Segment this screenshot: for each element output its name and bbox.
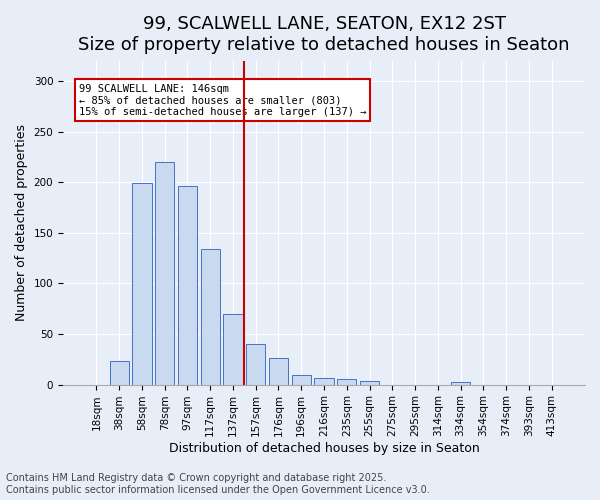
Y-axis label: Number of detached properties: Number of detached properties <box>15 124 28 322</box>
Bar <box>132 184 152 384</box>
Bar <box>223 314 242 384</box>
Bar <box>178 186 197 384</box>
Text: Contains HM Land Registry data © Crown copyright and database right 2025.
Contai: Contains HM Land Registry data © Crown c… <box>6 474 430 495</box>
Bar <box>200 249 220 384</box>
Bar <box>292 376 311 384</box>
Title: 99, SCALWELL LANE, SEATON, EX12 2ST
Size of property relative to detached houses: 99, SCALWELL LANE, SEATON, EX12 2ST Size… <box>78 15 570 54</box>
Bar <box>451 382 470 384</box>
Bar <box>269 358 288 384</box>
Bar <box>360 380 379 384</box>
Bar <box>155 162 175 384</box>
Bar <box>246 344 265 385</box>
Bar <box>110 362 129 384</box>
Bar <box>314 378 334 384</box>
X-axis label: Distribution of detached houses by size in Seaton: Distribution of detached houses by size … <box>169 442 479 455</box>
Text: 99 SCALWELL LANE: 146sqm
← 85% of detached houses are smaller (803)
15% of semi-: 99 SCALWELL LANE: 146sqm ← 85% of detach… <box>79 84 366 117</box>
Bar <box>337 378 356 384</box>
